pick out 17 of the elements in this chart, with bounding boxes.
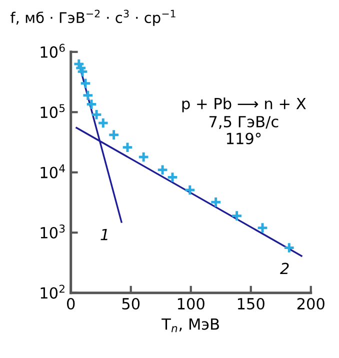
x-tick-label: 150	[238, 298, 264, 310]
y-tick-label: 10$^{2}$	[40, 284, 64, 299]
y-tick-label: 10$^{3}$	[40, 224, 65, 239]
annotation: 119°	[226, 132, 261, 144]
x-tick-label: 0	[67, 298, 75, 310]
y-axis-title: f, мб · ГэВ$^{−2}$ · c$^{3}$ · ср$^{−1}$	[10, 10, 176, 26]
y-tick-label: 10$^{5}$	[40, 104, 65, 118]
annotation: 7,5 ГэВ/c	[209, 116, 278, 129]
y-tick-label: 10$^{4}$	[40, 164, 65, 178]
x-tick-label: 200	[297, 298, 324, 310]
y-tick-label: 10$^{6}$	[40, 44, 65, 58]
x-tick-label: 50	[122, 298, 140, 310]
series-label: 1	[100, 228, 108, 240]
annotation: p + Pb ⟶ n + X	[182, 98, 306, 112]
x-axis-title: T$_{n}$, МэВ	[162, 318, 219, 332]
series-label: 2	[280, 262, 289, 274]
x-tick-label: 100	[178, 298, 204, 310]
